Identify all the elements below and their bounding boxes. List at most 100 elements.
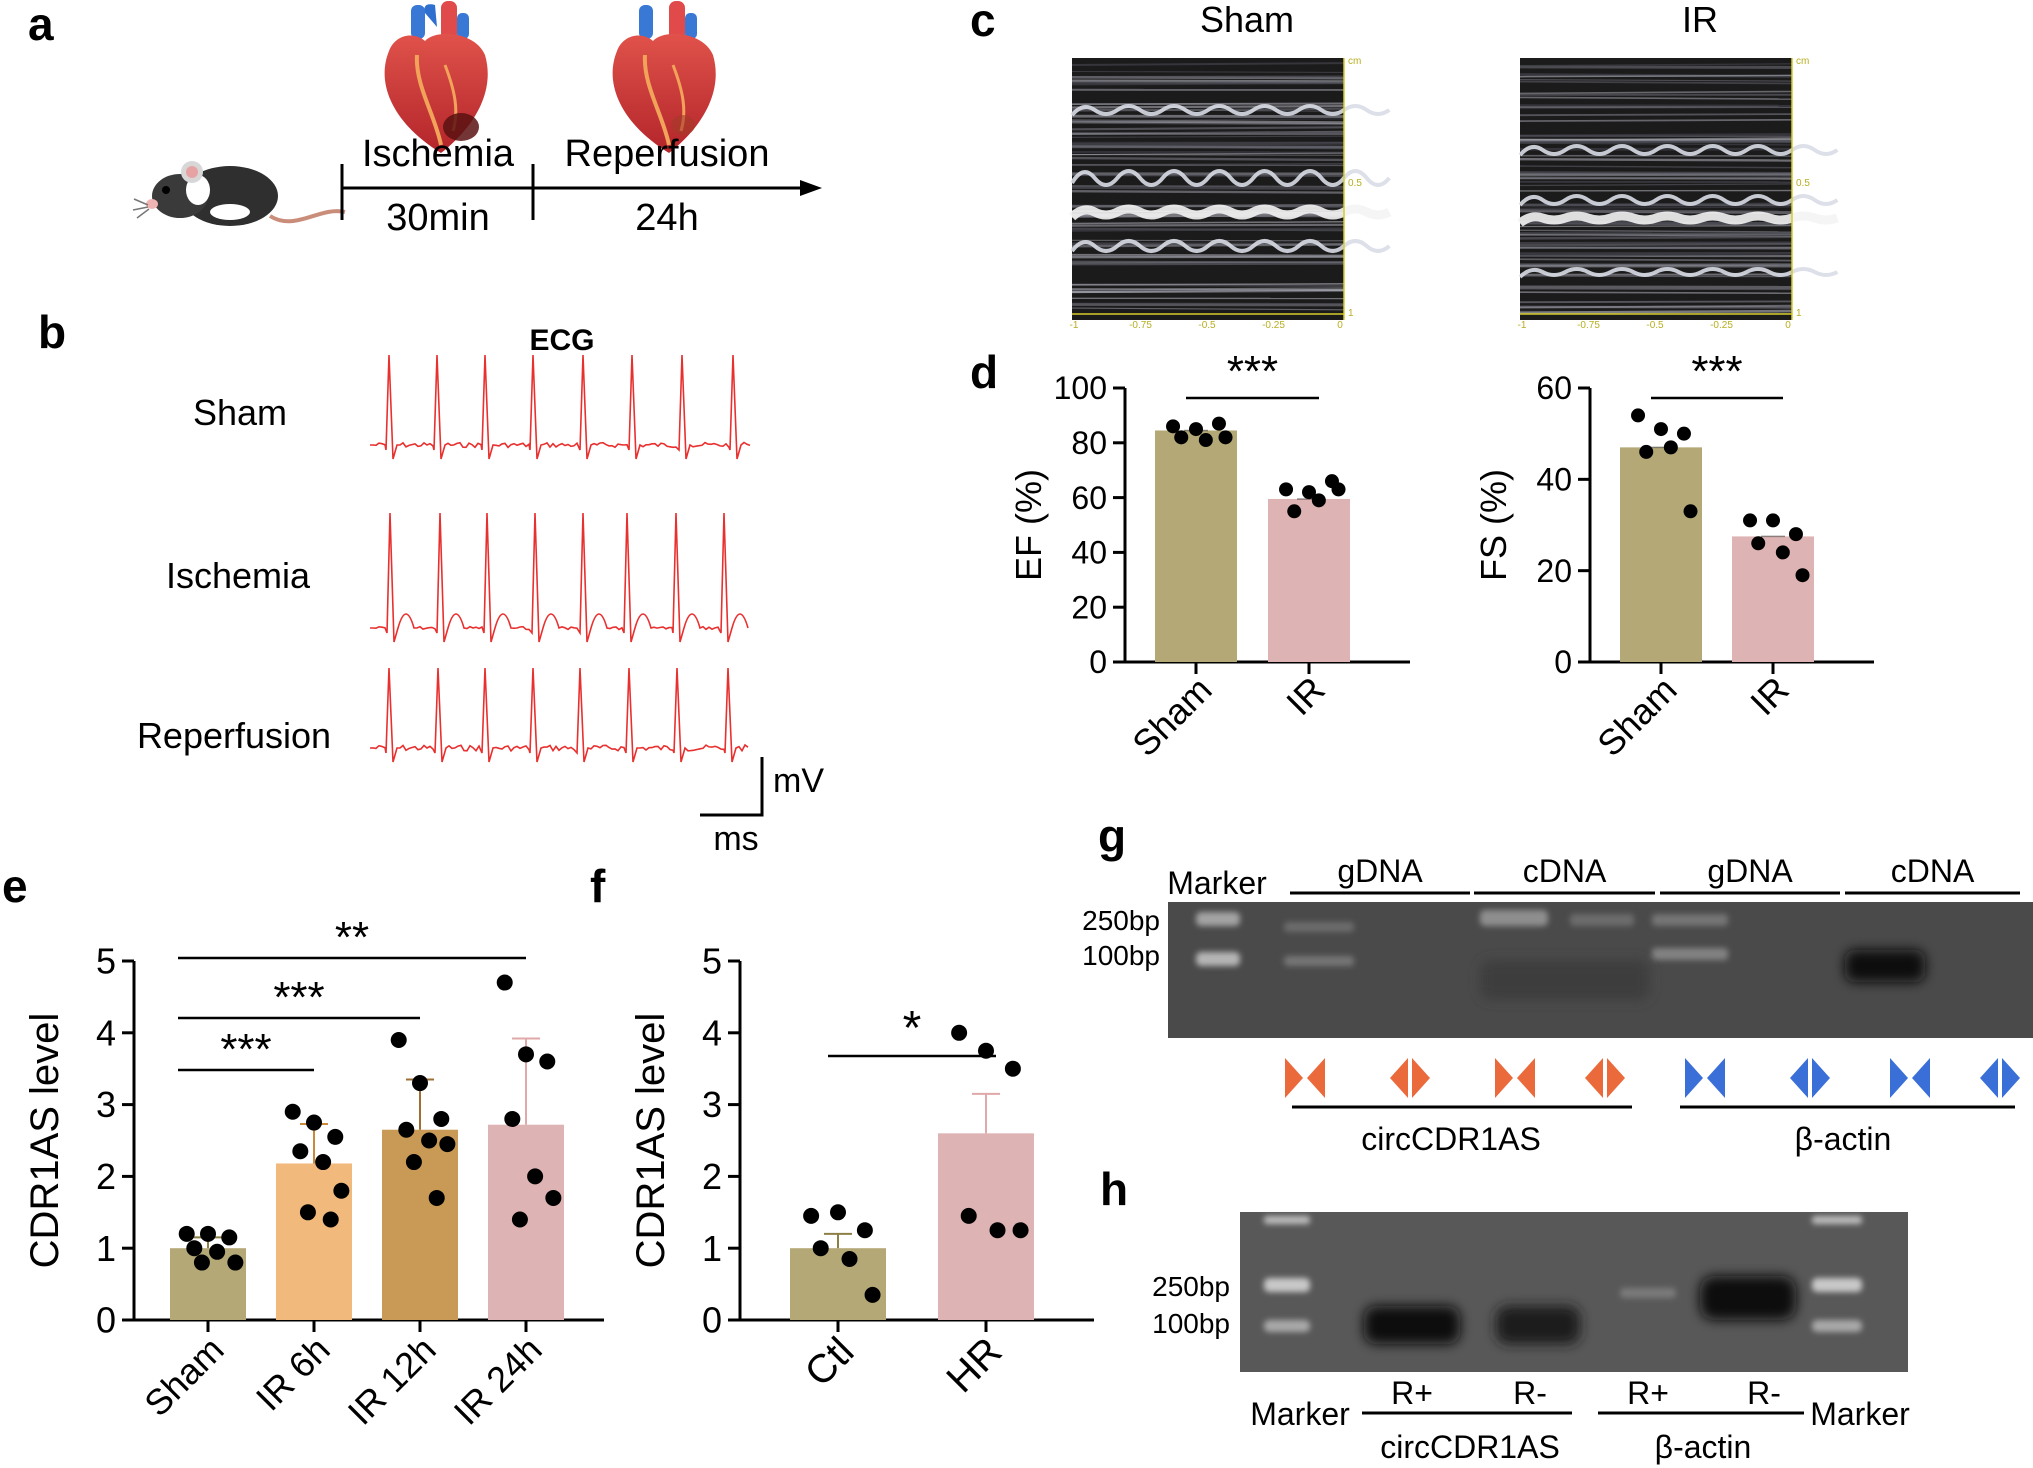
- data-point: [1663, 440, 1678, 455]
- primer-arrow-icon: [1307, 1058, 1325, 1098]
- echo-texture-line: [1519, 106, 1793, 110]
- y-tick-label: 20: [1071, 589, 1107, 625]
- gel-h-bp-100: 100bp: [1152, 1308, 1230, 1339]
- echo-texture-line: [1519, 90, 1793, 95]
- comparison-label: ***: [220, 1025, 271, 1074]
- echo-wall-trace: [1518, 144, 1839, 157]
- data-point: [221, 1229, 238, 1246]
- y-tick-label: 3: [702, 1084, 722, 1125]
- echo-texture-line: [1071, 220, 1345, 225]
- data-point: [405, 1154, 422, 1171]
- echo-texture-line: [1071, 186, 1345, 190]
- echo-texture-line: [1519, 158, 1793, 162]
- primer-arrow-icon: [1812, 1058, 1830, 1098]
- echo-texture-line: [1071, 253, 1345, 256]
- primer-arrow-icon: [1980, 1058, 1998, 1098]
- y-axis-label: EF (%): [1008, 469, 1049, 581]
- panel-letter-f: f: [590, 860, 606, 912]
- panel-letter-d: d: [970, 346, 998, 398]
- echo-time-tick: -0.75: [1129, 320, 1152, 331]
- echo-texture-line: [1071, 190, 1345, 194]
- gel-h-bp-250: 250bp: [1152, 1271, 1230, 1302]
- panel-c: Sham IR cm 0.5 1 -1 -0.75 -0.5 -0.25 0 cm 0.5 1 -1…: [1068, 0, 1839, 331]
- primer-arrow-icon: [2002, 1058, 2020, 1098]
- data-point: [1639, 444, 1654, 459]
- echo-time-tick: 0: [1337, 320, 1343, 331]
- echo-texture-line: [1071, 119, 1345, 125]
- echo-wall-trace: [1068, 204, 1392, 221]
- echo-texture-line: [1071, 283, 1345, 286]
- echo-texture-line: [1071, 227, 1345, 232]
- data-point: [284, 1103, 301, 1120]
- data-point: [1766, 513, 1780, 528]
- timeline-arrowhead: [800, 180, 822, 196]
- data-point: [1751, 536, 1766, 551]
- echo-texture-line: [1519, 137, 1793, 142]
- echo-texture-line: [1071, 239, 1345, 242]
- y-tick-label: 5: [96, 941, 116, 982]
- data-point: [1004, 1060, 1021, 1077]
- data-point: [306, 1114, 322, 1131]
- echo-texture-line: [1071, 135, 1345, 138]
- echo-texture-line: [1519, 225, 1793, 228]
- echo-texture-line: [1519, 79, 1793, 82]
- echo-texture-line: [1519, 258, 1793, 262]
- echo-texture-line: [1519, 211, 1793, 215]
- y-tick-label: 100: [1054, 370, 1107, 406]
- significance-label: ***: [1691, 347, 1742, 396]
- echo-depth-tick: 0.5: [1348, 178, 1362, 189]
- gel-h-marker-right: Marker: [1810, 1396, 1910, 1432]
- bar: [1620, 447, 1702, 662]
- echo-texture-line: [1071, 118, 1345, 122]
- ecg-scale-ms: ms: [713, 820, 758, 858]
- echo-time-tick: -1: [1070, 320, 1079, 331]
- panel-letter-a: a: [28, 0, 54, 50]
- data-point: [1654, 422, 1668, 437]
- ischemia-time: 30min: [386, 197, 490, 239]
- echo-texture-line: [1071, 70, 1345, 73]
- panel-h: 250bp 100bp Marker Marker R+ R- R+ R-: [1152, 1212, 1910, 1465]
- ecg-row-ischemia: Ischemia: [166, 555, 311, 596]
- echo-texture-line: [1071, 163, 1345, 166]
- gel-h-image: [1240, 1212, 1908, 1372]
- data-point: [292, 1143, 309, 1160]
- data-point: [433, 1110, 450, 1127]
- echo-texture-line: [1071, 126, 1345, 131]
- panel-letter-h: h: [1100, 1163, 1128, 1215]
- panel-letter-e: e: [2, 860, 28, 912]
- echo-texture-line: [1519, 309, 1793, 315]
- data-point: [1287, 504, 1302, 519]
- bar: [790, 1248, 886, 1320]
- echo-texture-line: [1071, 131, 1345, 134]
- data-point: [830, 1204, 846, 1221]
- echo-texture-line: [1519, 300, 1793, 304]
- comparison-label: ***: [273, 973, 324, 1022]
- echo-texture-line: [1071, 255, 1345, 259]
- data-point: [315, 1154, 332, 1171]
- data-point: [1166, 419, 1181, 434]
- echo-texture-line: [1071, 185, 1345, 188]
- data-point: [390, 1031, 407, 1048]
- echo-texture-line: [1519, 209, 1793, 214]
- gel-g-marker-label: Marker: [1167, 865, 1267, 901]
- category-label: IR 12h: [340, 1329, 444, 1433]
- echo-texture-line: [1519, 287, 1793, 291]
- category-label: IR: [1278, 669, 1332, 723]
- gel-g-group-label: cDNA: [1523, 853, 1607, 889]
- y-tick-label: 4: [96, 1012, 116, 1053]
- echo-time-tick: -1: [1518, 320, 1527, 331]
- y-tick-label: 2: [702, 1156, 722, 1197]
- panel-e-chart: 0 1 2 3 4 5 CDR1AS level Sham IR 6h IR 12h IR 24h *…: [23, 913, 604, 1433]
- data-point: [812, 1240, 829, 1257]
- y-axis-label: FS (%): [1473, 469, 1514, 581]
- data-point: [299, 1204, 316, 1221]
- echo-axis-unit: cm: [1796, 56, 1809, 67]
- data-point: [322, 1211, 339, 1228]
- echo-texture-line: [1519, 243, 1793, 247]
- echo-depth-tick: 0.5: [1796, 178, 1810, 189]
- gel-g-bp-250: 250bp: [1082, 905, 1160, 936]
- category-label: IR: [1742, 669, 1796, 723]
- comparison-label: **: [335, 913, 369, 962]
- significance-label: *: [903, 1002, 922, 1055]
- echo-texture-line: [1519, 165, 1793, 169]
